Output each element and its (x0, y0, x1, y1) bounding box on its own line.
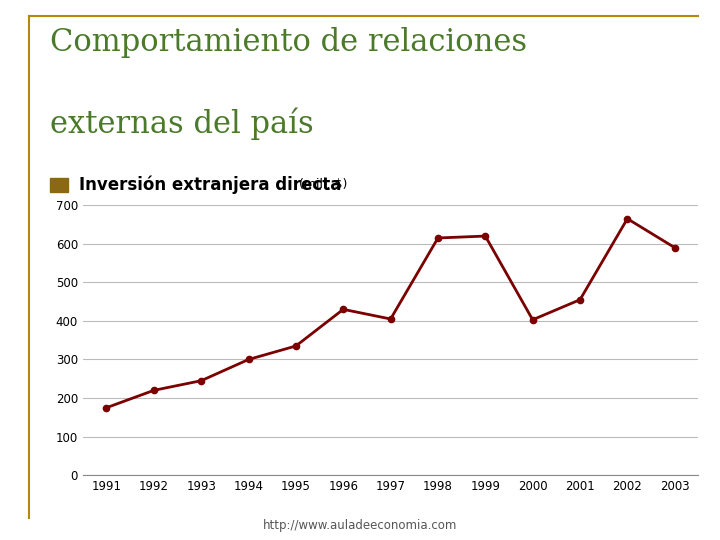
Text: Comportamiento de relaciones: Comportamiento de relaciones (50, 27, 528, 58)
Text: externas del país: externas del país (50, 108, 314, 140)
Text: (mill. $): (mill. $) (299, 178, 347, 192)
FancyBboxPatch shape (50, 178, 68, 192)
Text: Inversión extranjera directa: Inversión extranjera directa (79, 176, 341, 194)
Text: http://www.auladeeconomia.com: http://www.auladeeconomia.com (263, 519, 457, 532)
